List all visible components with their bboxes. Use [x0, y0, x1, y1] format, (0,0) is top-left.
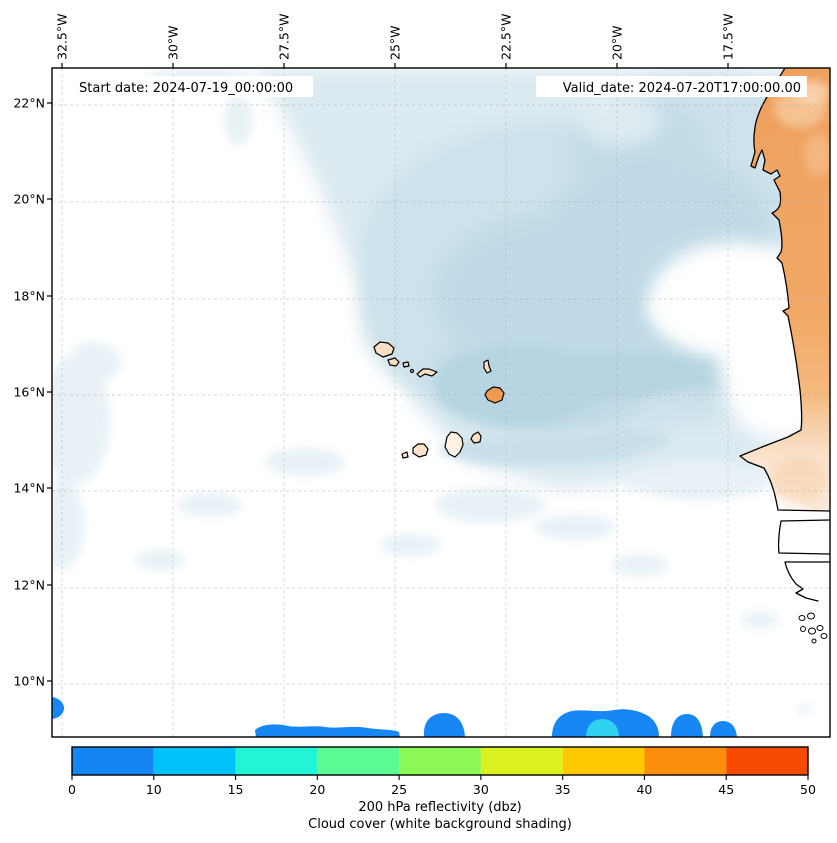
colorbar-tick-label: 30 [473, 782, 489, 797]
axis-ticks [47, 63, 729, 682]
map-plot-area: Start date: 2024-07-19_00:00:00 Valid_da… [52, 68, 830, 737]
colorbar-segment [72, 747, 154, 775]
map-border [51, 67, 831, 738]
colorbar-tick-label: 0 [68, 782, 76, 797]
lon-tick-label: 30°W [166, 25, 181, 60]
lat-tick-label: 10°N [13, 674, 45, 689]
colorbar-tick-label: 45 [718, 782, 734, 797]
lon-tick-label: 25°W [388, 25, 403, 60]
reflectivity-cells [52, 697, 737, 737]
colorbar-segment [562, 747, 645, 775]
start-date-box [70, 76, 313, 97]
colorbar-tick-label: 10 [146, 782, 162, 797]
lat-tick-label: 16°N [13, 385, 45, 400]
lon-tick-label: 17.5°W [721, 14, 736, 60]
latitude-tick-labels: 22°N 20°N 18°N 16°N 14°N 12°N 10°N [13, 96, 45, 689]
colorbar-tick-label: 25 [391, 782, 407, 797]
colorbar-subtitle: Cloud cover (white background shading) [308, 817, 572, 832]
longitude-tick-labels: 32.5°W 30°W 27.5°W 25°W 22.5°W 20°W 17.5… [55, 14, 736, 60]
lat-tick-label: 14°N [13, 481, 45, 496]
colorbar-segment [480, 747, 563, 775]
colorbar-segment [399, 747, 481, 775]
valid-date-annotation: Valid_date: 2024-07-20T17:00:00.00 [563, 81, 801, 96]
lat-tick-label: 12°N [13, 578, 45, 593]
colorbar-ticks [71, 775, 809, 780]
cape-verde-islands [373, 341, 505, 459]
colorbar-tick-label: 40 [636, 782, 652, 797]
lat-tick-label: 22°N [13, 96, 45, 111]
colorbar-segment [317, 747, 400, 775]
colorbar-border [71, 746, 809, 776]
colorbar-tick-label: 15 [228, 782, 244, 797]
lon-tick-label: 20°W [610, 25, 625, 60]
valid-date-box [536, 76, 807, 97]
lon-tick-label: 27.5°W [277, 14, 292, 60]
colorbar: 0 10 15 20 25 30 35 40 45 50 200 hPa ref… [68, 746, 816, 832]
start-date-annotation: Start date: 2024-07-19_00:00:00 [79, 81, 293, 96]
lon-tick-label: 32.5°W [55, 14, 70, 60]
lat-tick-label: 20°N [13, 192, 45, 207]
colorbar-segment [726, 747, 808, 775]
colorbar-tick-label: 50 [800, 782, 816, 797]
lon-tick-label: 22.5°W [499, 14, 514, 60]
colorbar-tick-labels: 0 10 15 20 25 30 35 40 45 50 [68, 782, 816, 797]
cloud-cover-layer [52, 68, 830, 714]
bijagos-islands [798, 612, 828, 644]
colorbar-tick-label: 35 [555, 782, 571, 797]
lat-tick-label: 18°N [13, 289, 45, 304]
colorbar-segment [153, 747, 236, 775]
africa-coastline [739, 68, 830, 602]
grid-lines [52, 68, 830, 737]
colorbar-segment [644, 747, 727, 775]
colorbar-title: 200 hPa reflectivity (dbz) [358, 800, 521, 815]
colorbar-tick-label: 20 [309, 782, 325, 797]
colorbar-segment [235, 747, 318, 775]
